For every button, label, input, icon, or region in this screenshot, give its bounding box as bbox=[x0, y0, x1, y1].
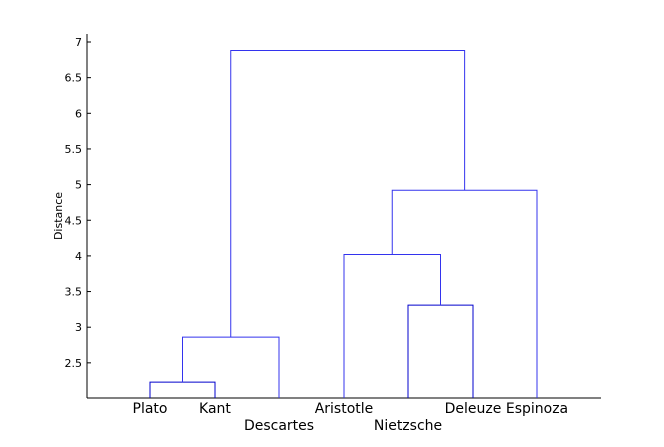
leaf-label-espinoza: Espinoza bbox=[506, 401, 568, 417]
y-tick-label: 6.5 bbox=[65, 72, 83, 85]
leaf-label-deleuze: Deleuze bbox=[445, 401, 502, 417]
leaf-label-plato: Plato bbox=[133, 401, 168, 417]
dendrogram-link-2 bbox=[407, 304, 474, 398]
y-tick-label: 2.5 bbox=[65, 357, 83, 370]
leaf-label-aristotle: Aristotle bbox=[315, 401, 374, 417]
y-axis-title: Distance bbox=[52, 192, 65, 240]
dendrogram-link-3 bbox=[182, 336, 280, 398]
leaf-label-nietzsche: Nietzsche bbox=[374, 418, 442, 434]
dendrogram-link-5 bbox=[391, 189, 538, 398]
y-tick-label: 3 bbox=[75, 321, 82, 334]
dendrogram-link-6 bbox=[230, 50, 466, 338]
leaf-label-descartes: Descartes bbox=[244, 418, 314, 434]
y-tick-label: 4.5 bbox=[65, 214, 83, 227]
y-tick-label: 6 bbox=[75, 107, 82, 120]
y-tick-label: 5 bbox=[75, 179, 82, 192]
leaf-label-kant: Kant bbox=[199, 401, 231, 417]
y-tick-label: 7 bbox=[75, 36, 82, 49]
dendrogram-link-4 bbox=[343, 253, 441, 398]
y-tick-label: 3.5 bbox=[65, 286, 83, 299]
y-tick-label: 4 bbox=[75, 250, 82, 263]
dendrogram-link-1 bbox=[149, 381, 216, 398]
y-tick-label: 5.5 bbox=[65, 143, 83, 156]
